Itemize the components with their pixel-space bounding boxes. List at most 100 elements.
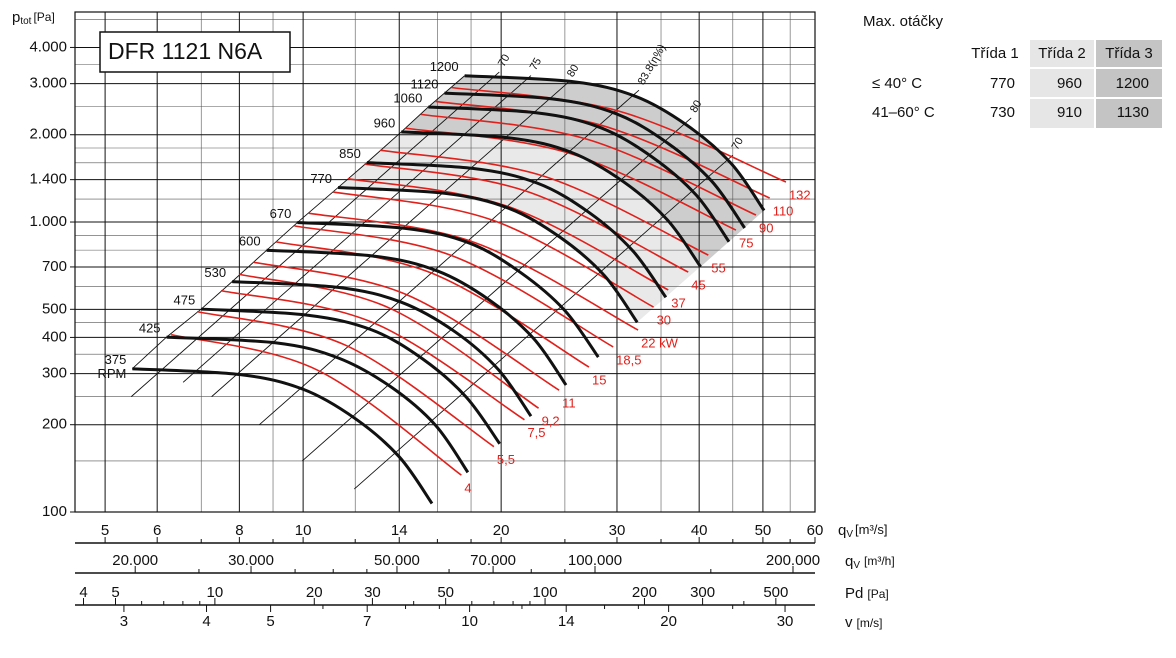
- start-line: [132, 75, 465, 370]
- axis-label-unit: [m³/h]: [864, 554, 895, 568]
- power-label: 132: [789, 187, 811, 202]
- power-curve: [196, 310, 495, 448]
- rpm-curve: [297, 221, 600, 359]
- power-label: 15: [592, 373, 606, 388]
- axis-tick-label: 30.000: [228, 552, 274, 569]
- efficiency-label: 70: [730, 136, 747, 153]
- axis-label: v [m/s]: [845, 614, 883, 631]
- rpm-label: 530: [204, 265, 226, 280]
- power-label: 11: [562, 396, 576, 411]
- x-tick-label: 10: [295, 522, 312, 539]
- power-curve: [451, 86, 787, 183]
- axis-tick-label: 50.000: [374, 552, 420, 569]
- axis-tick-label: 10: [207, 584, 224, 601]
- rpm-curve: [232, 280, 533, 418]
- axis-tick-label: 500: [763, 584, 788, 601]
- table-cell: 1200: [1116, 75, 1149, 92]
- column-header: Třída 3: [1105, 45, 1153, 62]
- x-tick-label: 8: [235, 522, 243, 539]
- axis-tick-label: 3: [120, 613, 128, 630]
- efficiency-label: 80: [688, 98, 705, 115]
- x-tick-label: 60: [807, 522, 824, 539]
- operating-area: [401, 75, 765, 267]
- x-axis-label: qV [m³/s]: [838, 522, 888, 540]
- rpm-label: 770: [310, 171, 332, 186]
- axis-tick-label: 200: [632, 584, 657, 601]
- axis-tick-label: 4: [202, 613, 210, 630]
- x-tick-label: 40: [691, 522, 708, 539]
- axis-label-main: q: [845, 553, 853, 570]
- efficiency-label: 80: [565, 63, 582, 80]
- rpm-curve: [266, 248, 568, 386]
- rpm-label: 1060: [393, 90, 422, 105]
- rpm-curve: [401, 130, 702, 268]
- title-box: [99, 31, 291, 73]
- axis-tick-label: 30: [364, 584, 381, 601]
- power-curve: [435, 100, 771, 199]
- table-cell: 770: [990, 75, 1015, 92]
- row-label: ≤ 40° C: [872, 75, 922, 92]
- power-label: 18,5: [616, 352, 641, 367]
- power-label: 5,5: [497, 452, 515, 467]
- efficiency-label: 75: [528, 56, 545, 73]
- axis-tick-label: 7: [363, 613, 371, 630]
- axis-tick-label: 20.000: [112, 552, 158, 569]
- y-tick-label: 200: [42, 416, 67, 433]
- axis-label-main: Pd: [845, 585, 863, 602]
- axis-tick-label: 70.000: [470, 552, 516, 569]
- efficiency-line: [182, 75, 532, 383]
- power-label: 9,2: [542, 414, 560, 429]
- rpm-curve: [166, 335, 470, 474]
- y-tick-label: 100: [42, 503, 67, 520]
- axis-tick-label: 14: [558, 613, 575, 630]
- efficiency-line: [259, 89, 640, 426]
- rpm-curve: [428, 105, 731, 243]
- power-label: 45: [691, 278, 705, 293]
- plot-frame: [74, 11, 816, 513]
- y-tick-label: 500: [42, 300, 67, 317]
- table-cell: 910: [1057, 104, 1082, 121]
- x-tick-label: 20: [493, 522, 510, 539]
- axis-label-unit: [m/s]: [857, 616, 883, 630]
- efficiency-line: [353, 154, 734, 490]
- power-label: 30: [657, 313, 671, 328]
- rpm-label: 1200: [430, 59, 459, 74]
- y-tick-label: 300: [42, 365, 67, 382]
- rpm-curve: [464, 74, 766, 212]
- power-curve: [276, 241, 590, 368]
- power-curve: [420, 113, 757, 216]
- rpm-label: 600: [239, 234, 261, 249]
- column-bg: [1096, 40, 1162, 128]
- power-label: 4: [464, 481, 471, 496]
- y-tick-label: 700: [42, 258, 67, 275]
- y-tick-label: 4.000: [29, 38, 67, 55]
- axis-tick-label: 100.000: [568, 552, 622, 569]
- rpm-curve: [337, 186, 639, 324]
- rpm-label: 850: [339, 146, 361, 161]
- axis-tick-label: 30: [777, 613, 794, 630]
- y-label-unit: [Pa]: [33, 10, 54, 24]
- axis-tick-label: 5: [266, 613, 274, 630]
- rpm-label: 1120: [410, 77, 438, 92]
- axis-tick-label: 200.000: [766, 552, 820, 569]
- power-label: 55: [711, 261, 725, 276]
- y-tick-label: 1.000: [29, 213, 67, 230]
- x-tick-label: 30: [609, 522, 626, 539]
- table-cell: 1130: [1117, 104, 1149, 121]
- rpm-curve: [132, 367, 434, 505]
- power-curve: [220, 289, 525, 421]
- rpm-curve: [201, 307, 501, 445]
- rpm-label: 425: [139, 321, 161, 336]
- y-axis-label: ptot [Pa]: [12, 9, 55, 27]
- power-curve: [239, 273, 540, 409]
- power-label: 22 kW: [641, 336, 679, 351]
- table-title: Max. otáčky: [863, 13, 944, 30]
- efficiency-label: 70: [496, 52, 513, 69]
- axis-label-sub: V: [853, 560, 860, 571]
- power-curve: [170, 333, 462, 476]
- x-label-unit: [m³/s]: [855, 522, 888, 537]
- power-curve: [380, 149, 709, 256]
- axis-tick-label: 20: [660, 613, 677, 630]
- x-tick-label: 6: [153, 522, 161, 539]
- power-curve: [364, 163, 689, 273]
